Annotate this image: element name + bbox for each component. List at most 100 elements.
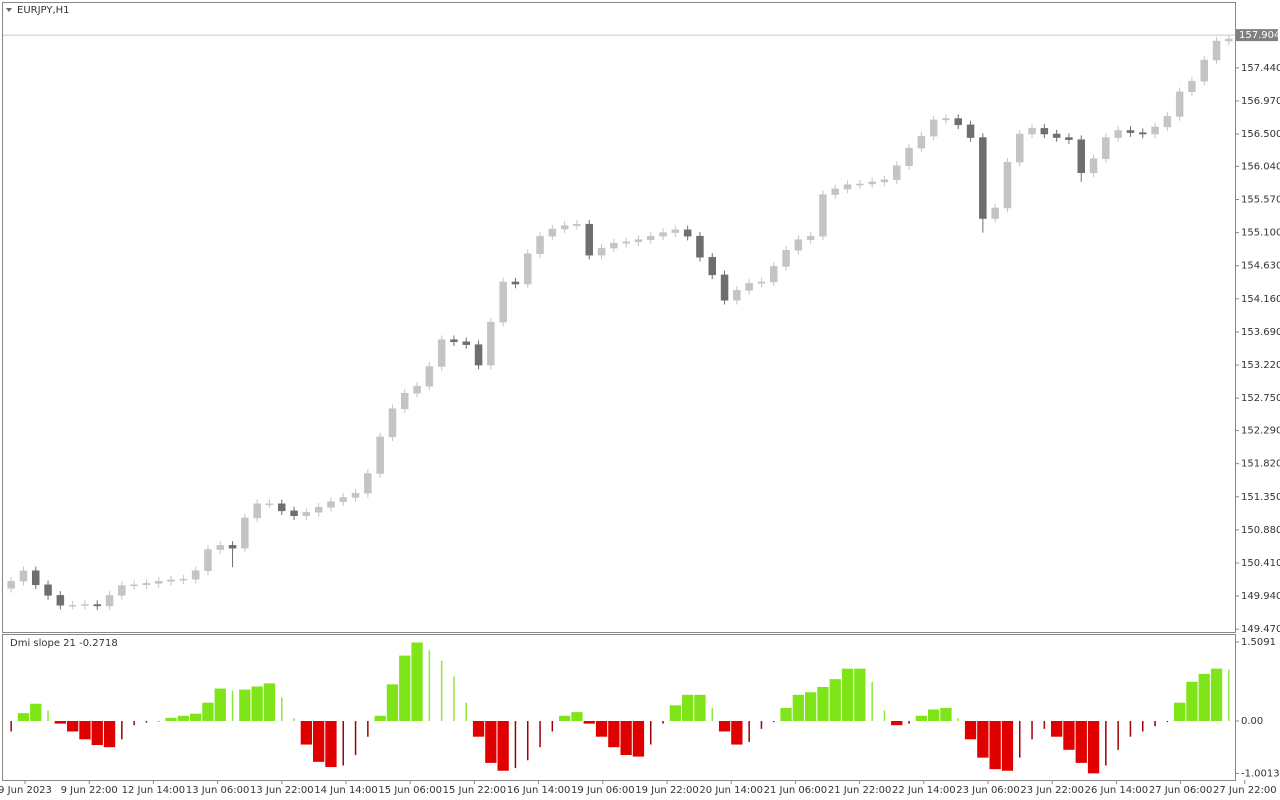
y-tick-label: 150.880 (1241, 525, 1280, 536)
histogram-bar (883, 710, 886, 722)
histogram-bar (177, 715, 189, 722)
candle-body (757, 281, 766, 284)
candle-body (253, 503, 261, 519)
y-tick-label: 156.500 (1241, 129, 1280, 140)
y-tick-label: 0.00 (1241, 716, 1263, 727)
histogram-bar (817, 686, 829, 722)
y-tick-label: 153.690 (1241, 327, 1280, 338)
histogram-bar (325, 721, 337, 768)
candle-body (1016, 133, 1024, 163)
histogram-bar (1051, 721, 1063, 737)
main-plot (3, 34, 1235, 611)
histogram-bar (559, 715, 571, 722)
y-tick-label: 156.970 (1241, 96, 1280, 107)
histogram-bar (1142, 721, 1144, 732)
candle-body (1151, 126, 1159, 135)
x-tick-label: 16 Jun 14:00 (507, 785, 571, 796)
histogram-bar (263, 683, 276, 722)
candle-body (413, 385, 421, 394)
last-price-label: 157.904 (1239, 30, 1280, 41)
histogram-bar (711, 707, 713, 722)
histogram-bar (10, 721, 12, 732)
candle-body (290, 510, 298, 517)
histogram-bar (133, 721, 135, 726)
histogram-bar (608, 721, 620, 748)
candle-body (966, 124, 975, 138)
candle-body (228, 545, 237, 549)
candle-body (991, 207, 999, 219)
histogram-bar (583, 721, 595, 724)
candle-body (167, 579, 175, 582)
candle-body (1089, 158, 1098, 174)
histogram-bar (620, 721, 632, 756)
histogram-bar (748, 721, 750, 742)
y-tick-label: 152.750 (1241, 393, 1280, 404)
axes: 157.440 156.970 156.500 156.040 155.570 155.1… (0, 29, 1280, 796)
histogram-bar (300, 721, 312, 745)
candle-body (794, 239, 803, 251)
chart-label: EURJPY,H1 (17, 5, 70, 16)
x-tick-label: 27 Jun 06:00 (1149, 785, 1213, 796)
x-tick-label: 19 Jun 22:00 (635, 785, 699, 796)
collapse-arrow[interactable] (6, 8, 12, 12)
histogram-bar (1228, 669, 1230, 722)
candle-body (364, 473, 372, 494)
histogram-bar (374, 715, 386, 722)
indicator-title: Dmi slope 21 -0.2718 (10, 638, 118, 649)
candle-body (942, 118, 950, 121)
candle-body (155, 581, 163, 584)
x-tick-label: 12 Jun 14:00 (122, 785, 186, 796)
candle-body (819, 194, 827, 237)
histogram-bar (367, 721, 369, 737)
candle-body (659, 232, 667, 237)
candle-body (1114, 130, 1122, 138)
candle-body (437, 339, 446, 367)
candle-body (401, 392, 409, 409)
histogram-bar (989, 721, 1001, 770)
candle-body (683, 229, 692, 237)
histogram-bar (472, 721, 485, 737)
x-tick-label: 27 Jun 22:00 (1213, 785, 1277, 796)
histogram-bar (694, 694, 706, 722)
candle-body (733, 290, 741, 301)
histogram-bar (539, 721, 541, 748)
candle-body (560, 225, 569, 230)
candle-body (893, 165, 901, 181)
histogram-bar (1105, 721, 1107, 766)
candle-body (708, 257, 716, 276)
histogram-bar (527, 721, 529, 761)
histogram-bar (281, 697, 283, 722)
candle-body (979, 137, 987, 219)
histogram-bar (632, 721, 645, 757)
x-tick-label: 23 Jun 06:00 (956, 785, 1020, 796)
candle-body (622, 241, 630, 244)
candle-body (905, 147, 913, 166)
histogram-bar (79, 721, 91, 740)
y-tick-label: 157.440 (1241, 63, 1280, 74)
x-tick-label: 14 Jun 14:00 (314, 785, 378, 796)
histogram-bar (1019, 721, 1021, 758)
y-tick-label: 155.570 (1241, 195, 1280, 206)
candle-body (1052, 133, 1061, 138)
candle-body (302, 512, 311, 517)
histogram-bar (780, 707, 792, 722)
histogram-bar (731, 721, 743, 745)
x-tick-label: 21 Jun 06:00 (764, 785, 828, 796)
histogram-bar (964, 721, 977, 740)
histogram-bar (760, 721, 763, 729)
candle-body (1065, 137, 1073, 140)
candle-body (1212, 40, 1221, 61)
candle-body (610, 242, 618, 249)
candle-body (696, 235, 704, 258)
histogram-bar (1129, 721, 1132, 737)
candle-body (1200, 59, 1208, 82)
candle-body (536, 235, 544, 255)
candle-body (474, 344, 483, 366)
candle-body (1028, 128, 1036, 135)
x-tick-label: 15 Jun 22:00 (443, 785, 507, 796)
histogram-bar (165, 717, 177, 722)
histogram-bar (792, 694, 804, 722)
x-tick-label: 9 Jun 22:00 (61, 785, 118, 796)
histogram-bar (354, 721, 357, 756)
histogram-bar (891, 721, 903, 726)
